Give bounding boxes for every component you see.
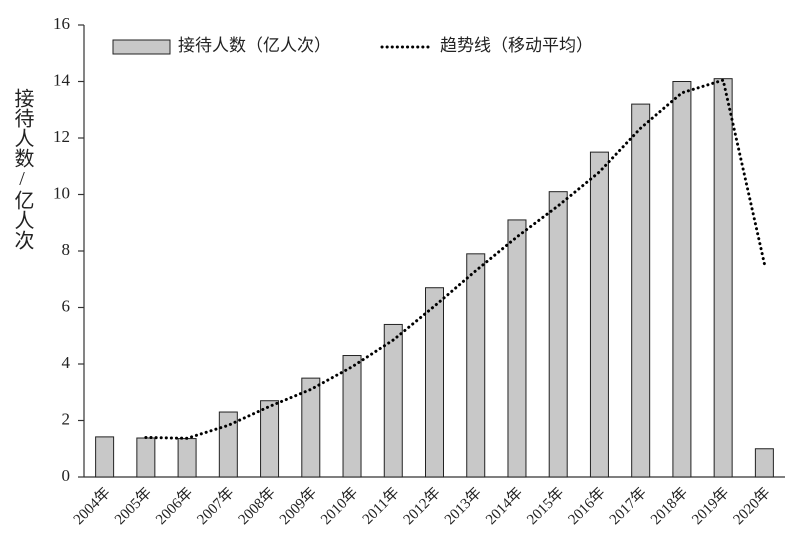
- y-tick-label: 10: [53, 183, 70, 202]
- bar: [713, 78, 733, 478]
- bar: [754, 448, 774, 478]
- legend-label: 趋势线（移动平均）: [440, 36, 593, 55]
- y-axis-label: 接待人数/亿人次: [11, 88, 34, 250]
- y-tick-label: 16: [53, 14, 70, 33]
- bar: [631, 103, 651, 478]
- bar: [425, 287, 444, 478]
- bar: [301, 377, 321, 478]
- bar: [95, 436, 115, 478]
- bar: [548, 191, 568, 478]
- legend-label: 接待人数（亿人次）: [178, 36, 331, 55]
- y-tick-label: 12: [53, 127, 70, 146]
- bar: [466, 253, 486, 478]
- bar: [177, 438, 197, 478]
- y-tick-label: 0: [62, 466, 71, 485]
- bar: [589, 151, 609, 478]
- y-tick-label: 2: [62, 409, 71, 428]
- bar: [672, 81, 692, 478]
- y-tick-label: 4: [62, 353, 71, 372]
- bar: [507, 219, 527, 478]
- y-tick-label: 14: [53, 70, 71, 89]
- y-tick-label: 8: [62, 240, 71, 259]
- legend-swatch: [112, 39, 171, 55]
- bar: [218, 411, 238, 478]
- bar: [383, 323, 403, 478]
- trend-line: [144, 78, 766, 440]
- bar: [260, 400, 280, 478]
- y-tick-label: 6: [62, 296, 71, 315]
- bar: [342, 355, 362, 478]
- bar: [136, 437, 156, 478]
